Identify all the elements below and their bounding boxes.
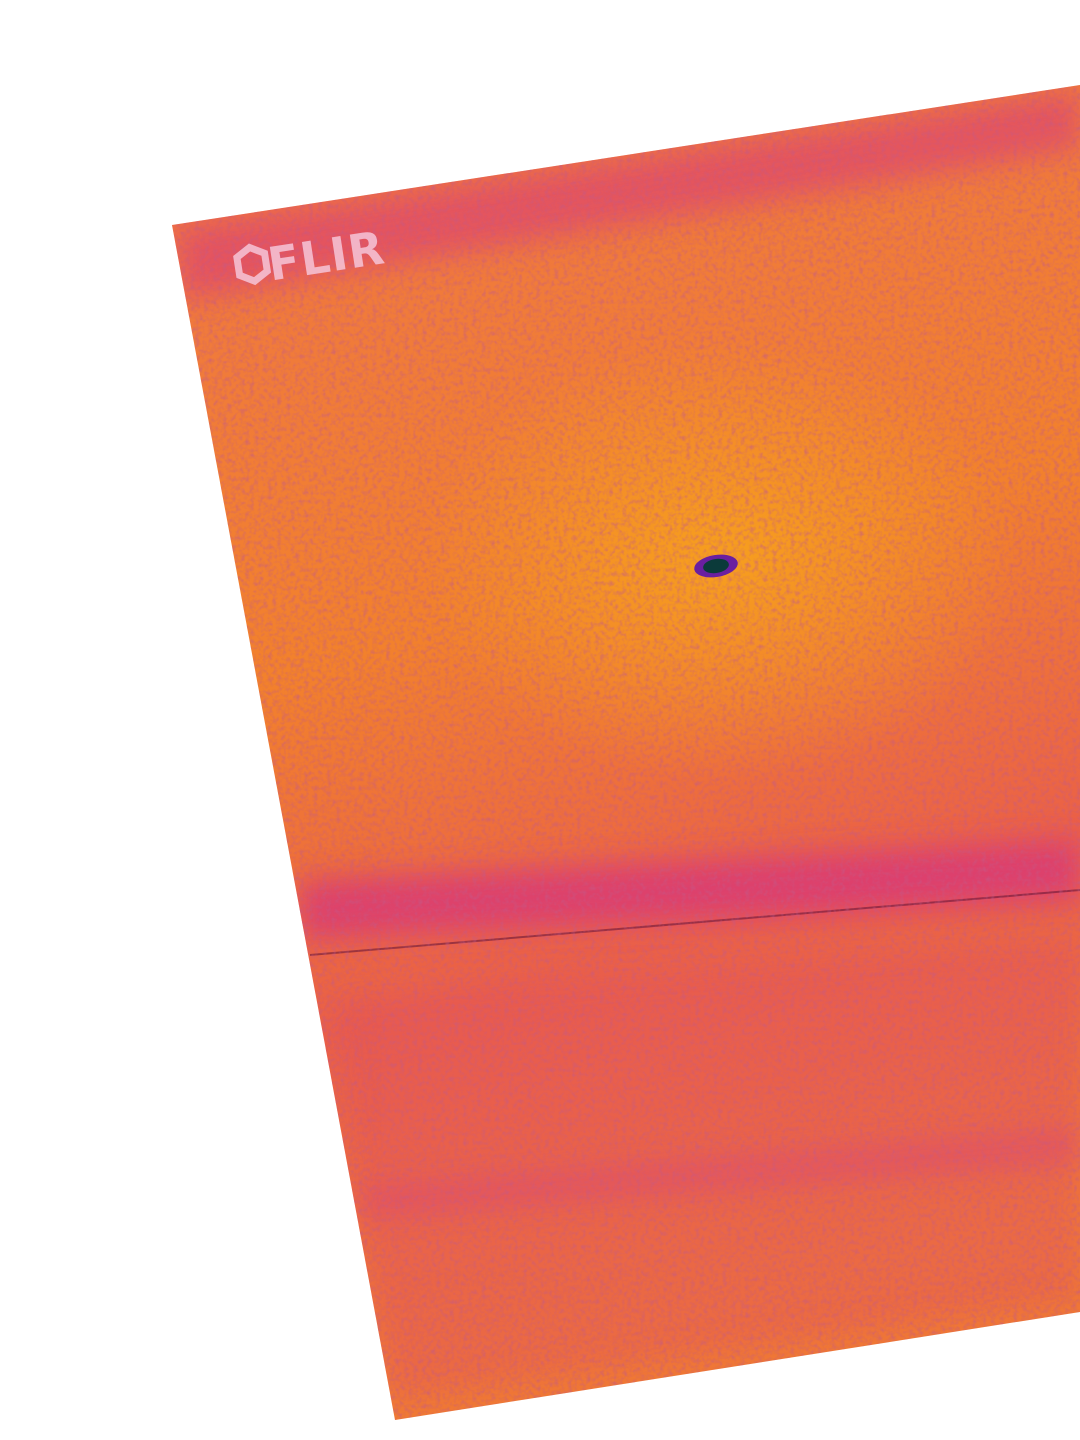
thermal-area [172, 85, 1080, 1420]
page: FLIR (() => { const data = JSON.parse(do… [172, 85, 1080, 1420]
thermal-photo: FLIR [172, 85, 1080, 1420]
